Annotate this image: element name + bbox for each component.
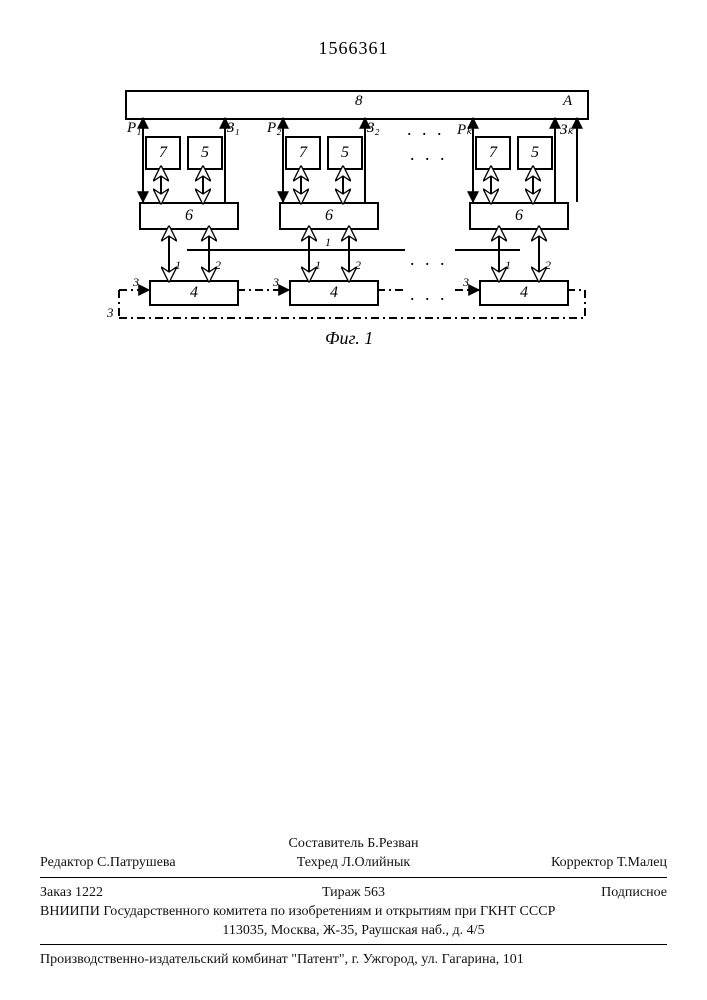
techred: Техред Л.Олийнык [247,854,460,873]
printworks-line: Производственно-издательский комбинат "П… [40,951,667,970]
wire-label-1-b: 1 [315,258,321,273]
colophon: Составитель Б.Резван Редактор С.Патрушев… [40,835,667,970]
subscript: Подписное [460,884,667,903]
compiler-line: Составитель Б.Резван [40,835,667,854]
wire-label-3-ext: 3 [107,305,114,321]
wire-label-1-c: 1 [505,258,511,273]
wire-label-2-c: 2 [545,258,551,273]
wire-label-2-a: 2 [215,258,221,273]
editor: Редактор С.Патрушева [40,854,247,873]
corrector: Корректор Т.Малец [460,854,667,873]
wire-label-3-c: 3 [463,275,469,290]
org-line: ВНИИПИ Государственного комитета по изоб… [40,903,667,922]
circulation: Тираж 563 [247,884,460,903]
page: 1566361 8 A P₁ З₁ 7 5 6 4 P₂ З₂ 7 5 6 4 … [0,0,707,1000]
address-line: 113035, Москва, Ж-35, Раушская наб., д. … [40,922,667,941]
wire-label-1-a: 1 [175,258,181,273]
divider-2 [40,944,667,945]
order: Заказ 1222 [40,884,247,903]
divider-1 [40,877,667,878]
wire-label-1-rail: 1 [325,235,331,250]
wire-label-3-b: 3 [273,275,279,290]
print-run-line: Заказ 1222 Тираж 563 Подписное [40,884,667,903]
credits-line: Редактор С.Патрушева Техред Л.Олийнык Ко… [40,854,667,873]
figure-1-diagram: 8 A P₁ З₁ 7 5 6 4 P₂ З₂ 7 5 6 4 . . . . … [125,90,585,370]
patent-number: 1566361 [0,38,707,59]
wire-label-2-b: 2 [355,258,361,273]
wire-label-3-a: 3 [133,275,139,290]
figure-caption: Фиг. 1 [325,328,373,349]
